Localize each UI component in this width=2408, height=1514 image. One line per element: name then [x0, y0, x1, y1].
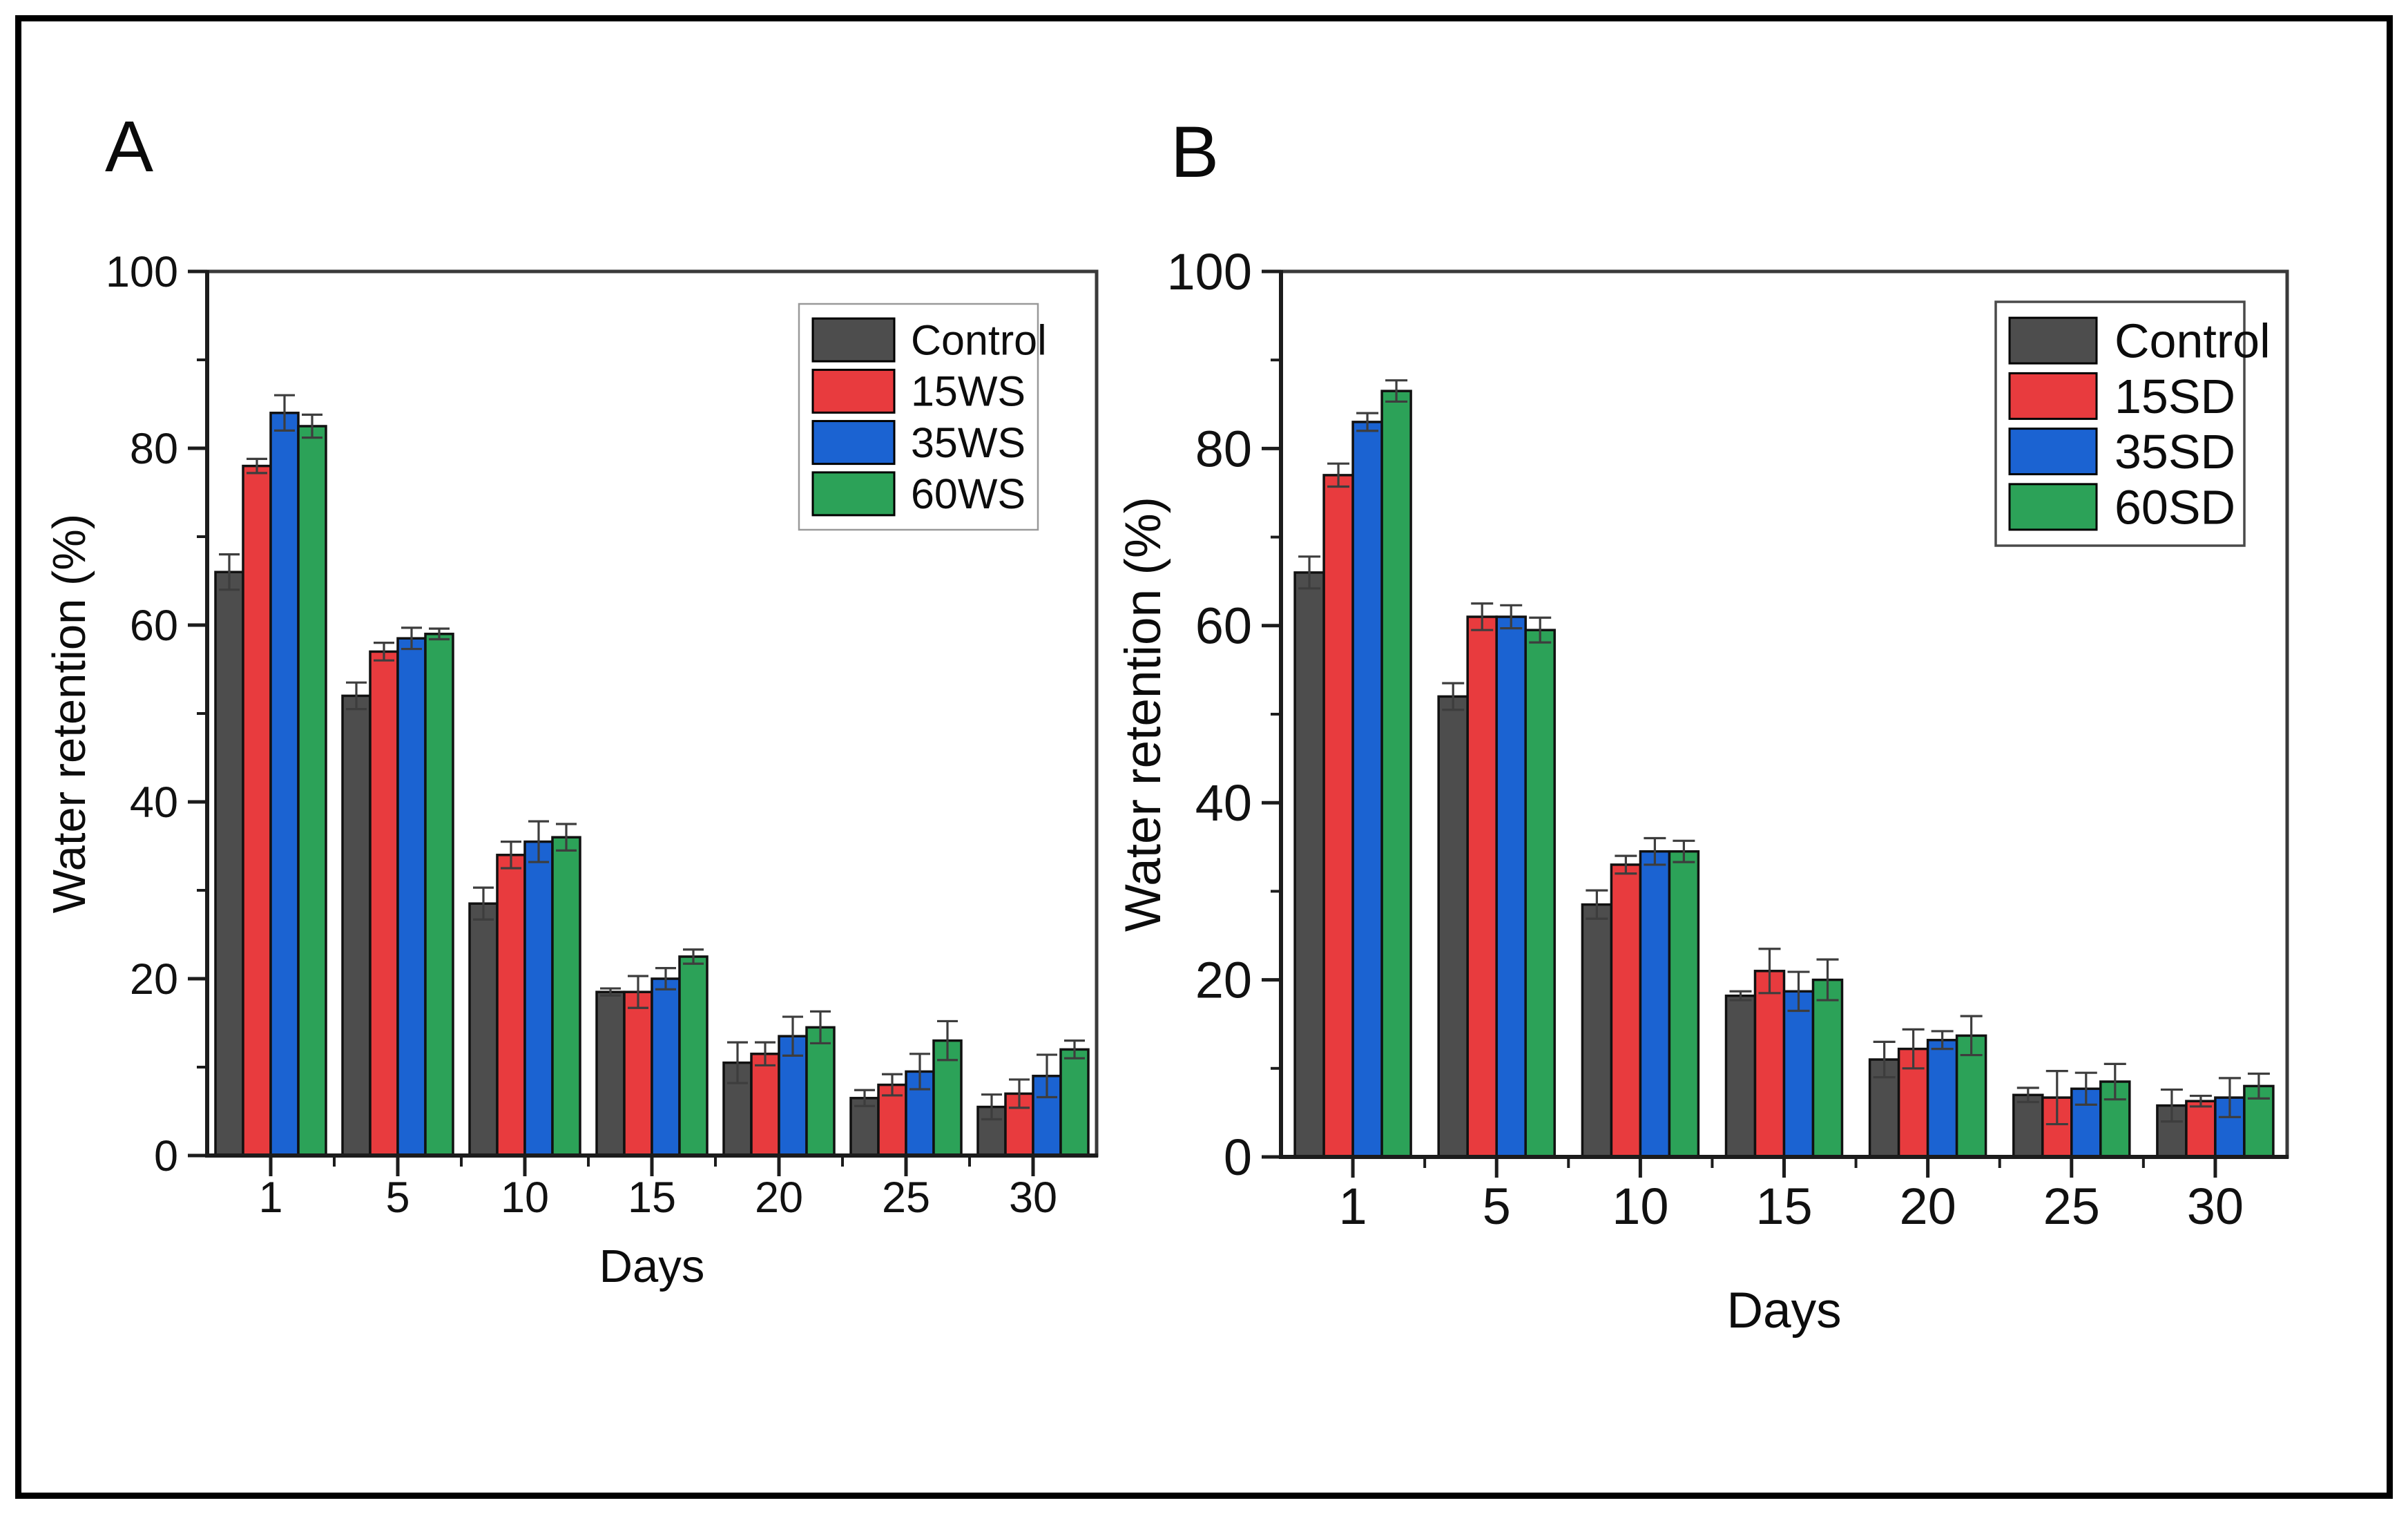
legend-label-control: Control	[2115, 314, 2271, 368]
x-tick-label-day15: 15	[628, 1173, 676, 1222]
x-tick-label-day10: 10	[501, 1173, 549, 1222]
bar-60sd-day5	[1524, 629, 1556, 1158]
x-axis-title: Days	[1726, 1283, 1841, 1339]
x-tick-label-day10: 10	[1612, 1178, 1668, 1235]
bar-35ws-day5	[396, 637, 427, 1157]
bar-15ws-day1	[242, 464, 272, 1157]
y-tick-label-40: 40	[130, 778, 178, 827]
legend-label-15ws: 15WS	[911, 368, 1025, 415]
legend-label-60sd: 60SD	[2115, 480, 2235, 534]
bar-15sd-day15	[1753, 970, 1786, 1158]
bar-35ws-day15	[651, 977, 681, 1157]
legend-swatch-60ws	[811, 471, 896, 517]
legend-label-35sd: 35SD	[2115, 425, 2235, 479]
panel-label-a: A	[105, 106, 154, 187]
x-tick-label-day1: 1	[1338, 1178, 1367, 1235]
bar-35sd-day5	[1495, 615, 1527, 1158]
panel-label-b: B	[1171, 112, 1220, 193]
y-tick-label-0: 0	[154, 1132, 178, 1180]
x-tick-label-day5: 5	[1483, 1178, 1511, 1235]
x-tick-label-day30: 30	[1009, 1173, 1057, 1222]
bar-60sd-day1	[1380, 390, 1412, 1158]
bar-35ws-day1	[269, 412, 300, 1157]
legend-swatch-control	[2008, 316, 2098, 365]
bar-15sd-day1	[1322, 474, 1354, 1158]
legend-swatch-15ws	[811, 368, 896, 414]
y-tick-label-80: 80	[1195, 420, 1252, 477]
legend-swatch-15sd	[2008, 372, 2098, 420]
bar-control-day15	[1724, 994, 1757, 1158]
y-tick-label-100: 100	[1167, 243, 1252, 300]
bar-15ws-day10	[496, 854, 526, 1157]
y-tick-label-0: 0	[1224, 1129, 1252, 1186]
legend-label-60ws: 60WS	[911, 470, 1025, 517]
y-tick-label-80: 80	[130, 425, 178, 473]
legend-swatch-control	[811, 317, 896, 363]
legend-label-35ws: 35WS	[911, 419, 1025, 466]
x-tick-label-day25: 25	[2043, 1178, 2100, 1235]
bar-15ws-day5	[369, 650, 399, 1157]
bar-60ws-day10	[551, 836, 581, 1157]
x-tick-label-day20: 20	[755, 1173, 803, 1222]
y-axis-title: Water retention (%)	[1115, 497, 1171, 932]
bar-15ws-day20	[750, 1053, 780, 1157]
bar-control-day1	[214, 571, 244, 1157]
legend-swatch-35ws	[811, 420, 896, 466]
bar-60ws-day20	[805, 1026, 836, 1157]
bar-control-day10	[1581, 903, 1613, 1158]
bar-35ws-day10	[523, 840, 554, 1157]
legend-swatch-60sd	[2008, 483, 2098, 531]
y-tick-label-40: 40	[1195, 774, 1252, 832]
bar-15ws-day15	[623, 990, 653, 1157]
bar-control-day5	[1437, 695, 1469, 1158]
y-tick-label-60: 60	[1195, 597, 1252, 655]
legend-label-15sd: 15SD	[2115, 370, 2235, 423]
bar-control-day25	[2012, 1093, 2044, 1158]
legend-label-control: Control	[911, 317, 1047, 364]
y-tick-label-60: 60	[130, 602, 178, 650]
bar-60ws-day1	[297, 425, 327, 1157]
bar-35sd-day1	[1351, 421, 1383, 1158]
bar-15sd-day10	[1610, 863, 1642, 1158]
bar-60ws-day15	[678, 955, 709, 1157]
bar-35sd-day10	[1639, 850, 1671, 1158]
x-tick-label-day1: 1	[258, 1173, 282, 1222]
bar-15sd-day30	[2185, 1100, 2217, 1158]
bar-60sd-day15	[1811, 978, 1844, 1158]
bar-control-day10	[468, 902, 499, 1157]
bar-15sd-day5	[1466, 615, 1498, 1158]
y-tick-label-100: 100	[106, 248, 178, 296]
x-axis-title: Days	[599, 1240, 705, 1292]
bar-60sd-day10	[1668, 850, 1700, 1158]
x-tick-label-day30: 30	[2187, 1178, 2244, 1235]
y-tick-label-20: 20	[130, 955, 178, 1004]
bar-35sd-day20	[1926, 1039, 1958, 1158]
x-tick-label-day25: 25	[882, 1173, 930, 1222]
y-axis-title: Water retention (%)	[44, 514, 95, 913]
bar-control-day5	[341, 694, 372, 1157]
y-tick-label-20: 20	[1195, 952, 1252, 1009]
bar-60ws-day30	[1059, 1048, 1090, 1157]
x-tick-label-day5: 5	[385, 1173, 410, 1222]
x-tick-label-day15: 15	[1755, 1178, 1812, 1235]
bar-control-day1	[1293, 571, 1325, 1158]
bar-control-day15	[595, 990, 626, 1157]
legend-swatch-35sd	[2008, 428, 2098, 476]
bar-60ws-day5	[424, 633, 454, 1157]
bar-35sd-day15	[1782, 990, 1815, 1158]
x-tick-label-day20: 20	[1899, 1178, 1956, 1235]
